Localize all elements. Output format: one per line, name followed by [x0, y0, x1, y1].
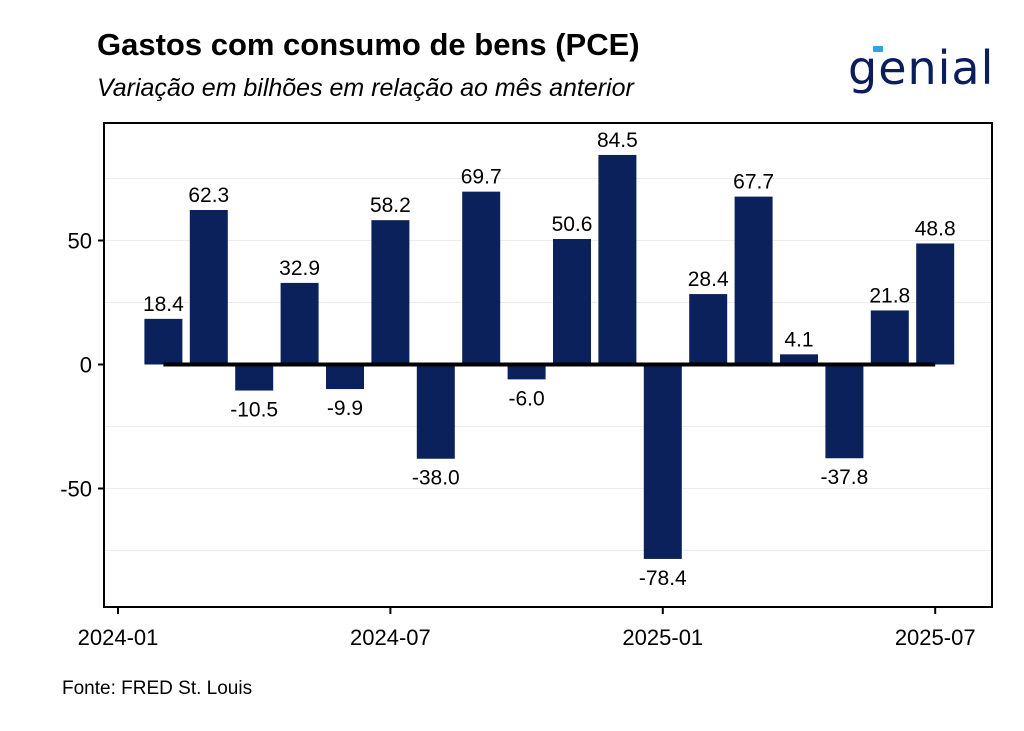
- bar: [553, 239, 591, 365]
- logo-accent-mark: [873, 46, 883, 52]
- data-label: -9.9: [327, 397, 363, 420]
- bar: [416, 364, 455, 459]
- data-label: -6.0: [509, 387, 545, 410]
- data-label: 32.9: [279, 257, 320, 280]
- data-label: 84.5: [597, 129, 638, 152]
- data-label: 4.1: [784, 328, 813, 351]
- data-label: 28.4: [688, 268, 729, 291]
- bar: [825, 364, 864, 459]
- bar: [280, 282, 319, 365]
- data-label: 67.7: [733, 171, 774, 194]
- chart-subtitle: Variação em bilhões em relação ao mês an…: [97, 74, 634, 102]
- data-label: -10.5: [230, 399, 278, 422]
- data-label: 62.3: [188, 184, 229, 207]
- chart-title: Gastos com consumo de bens (PCE): [97, 27, 640, 62]
- data-labels: 18.4 62.3 -10.5 32.9 -9.9 58.2 -38.0 69.7 -6.0 50…: [143, 129, 956, 590]
- bar: [189, 209, 228, 365]
- bar: [780, 354, 818, 365]
- data-label: 18.4: [143, 293, 184, 316]
- data-label: 50.6: [552, 213, 593, 236]
- data-label: -38.0: [412, 467, 460, 490]
- bar: [371, 220, 410, 365]
- x-tick-label: 2025-07: [895, 625, 976, 650]
- bar: [507, 364, 546, 380]
- bar: [144, 318, 183, 365]
- y-tick-label: 0: [80, 353, 92, 378]
- bar: [643, 364, 682, 559]
- y-tick-label: 50: [68, 229, 92, 254]
- bar: [870, 310, 909, 365]
- x-tick-label: 2024-01: [78, 625, 159, 650]
- bar: [598, 154, 637, 365]
- data-label: 48.8: [915, 217, 956, 240]
- data-label: -37.8: [820, 466, 868, 489]
- bar: [235, 364, 274, 391]
- bar: [734, 196, 773, 365]
- bars: [144, 154, 955, 559]
- bar: [916, 243, 955, 365]
- x-axis: 2024-01 2024-07 2025-01 2025-07: [78, 607, 976, 650]
- logo-wordmark: genial: [848, 41, 995, 95]
- bar: [689, 294, 728, 365]
- genial-logo: genial: [848, 40, 998, 96]
- bar: [326, 364, 364, 390]
- data-label: 69.7: [461, 166, 502, 189]
- grid-lines: [104, 178, 992, 551]
- y-tick-label: -50: [60, 477, 92, 502]
- y-axis: 50 0 -50: [60, 229, 104, 502]
- data-label: 58.2: [370, 194, 411, 217]
- x-tick-label: 2024-07: [350, 625, 431, 650]
- data-label: 21.8: [869, 284, 910, 307]
- x-tick-label: 2025-01: [622, 625, 703, 650]
- bar: [462, 191, 501, 365]
- source-note: Fonte: FRED St. Louis: [62, 678, 253, 699]
- data-label: -78.4: [639, 567, 687, 590]
